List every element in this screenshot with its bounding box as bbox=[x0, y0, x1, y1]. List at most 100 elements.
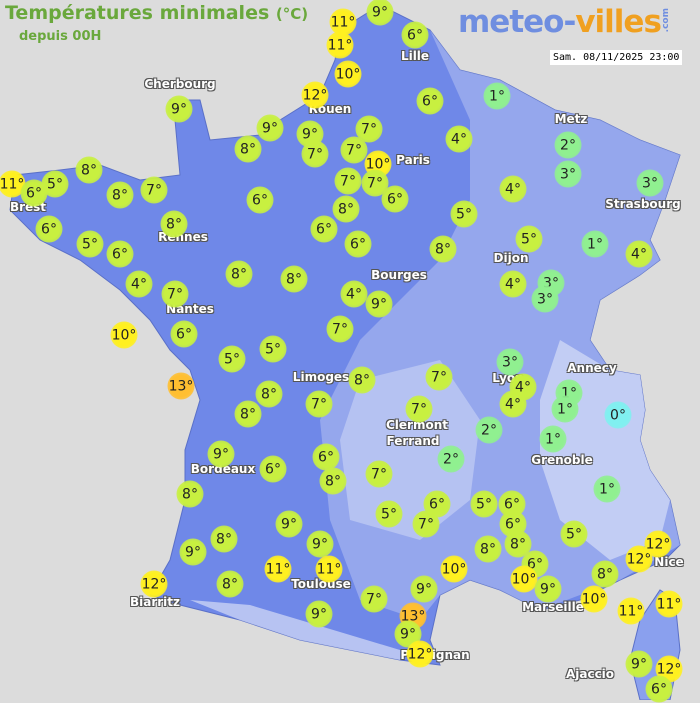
temperature-marker[interactable]: 5° bbox=[515, 225, 543, 253]
temperature-marker[interactable]: 9° bbox=[534, 575, 562, 603]
temperature-marker[interactable]: 11° bbox=[329, 8, 357, 36]
temperature-marker[interactable]: 8° bbox=[75, 156, 103, 184]
temperature-marker[interactable]: 8° bbox=[280, 265, 308, 293]
temperature-marker[interactable]: 6° bbox=[170, 320, 198, 348]
temperature-marker[interactable]: 5° bbox=[259, 335, 287, 363]
temperature-marker[interactable]: 7° bbox=[301, 140, 329, 168]
temperature-marker[interactable]: 3° bbox=[636, 169, 664, 197]
temperature-marker[interactable]: 4° bbox=[445, 125, 473, 153]
temperature-marker[interactable]: 8° bbox=[216, 570, 244, 598]
temperature-marker[interactable]: 3° bbox=[496, 348, 524, 376]
temperature-marker[interactable]: 12° bbox=[140, 570, 168, 598]
temperature-marker[interactable]: 9° bbox=[207, 440, 235, 468]
temperature-marker[interactable]: 8° bbox=[210, 525, 238, 553]
temperature-marker[interactable]: 6° bbox=[344, 230, 372, 258]
temperature-marker[interactable]: 8° bbox=[234, 400, 262, 428]
temperature-marker[interactable]: 8° bbox=[319, 467, 347, 495]
temperature-marker[interactable]: 0° bbox=[604, 401, 632, 429]
temperature-marker[interactable]: 8° bbox=[255, 380, 283, 408]
temperature-marker[interactable]: 9° bbox=[365, 290, 393, 318]
temperature-marker[interactable]: 6° bbox=[106, 240, 134, 268]
temperature-marker[interactable]: 12° bbox=[644, 530, 672, 558]
temperature-marker[interactable]: 10° bbox=[110, 321, 138, 349]
temperature-marker[interactable]: 5° bbox=[375, 500, 403, 528]
temperature-marker[interactable]: 9° bbox=[275, 510, 303, 538]
temperature-marker[interactable]: 8° bbox=[429, 235, 457, 263]
temperature-marker[interactable]: 7° bbox=[305, 390, 333, 418]
temperature-marker[interactable]: 6° bbox=[312, 443, 340, 471]
temperature-marker[interactable]: 7° bbox=[334, 167, 362, 195]
temperature-marker[interactable]: 9° bbox=[165, 95, 193, 123]
temperature-marker[interactable]: 12° bbox=[625, 545, 653, 573]
temperature-marker[interactable]: 6° bbox=[645, 675, 673, 703]
temperature-marker[interactable]: 9° bbox=[179, 538, 207, 566]
temperature-marker[interactable]: 10° bbox=[510, 565, 538, 593]
temperature-marker[interactable]: 9° bbox=[256, 114, 284, 142]
temperature-marker[interactable]: 8° bbox=[591, 560, 619, 588]
temperature-marker[interactable]: 7° bbox=[360, 585, 388, 613]
temperature-marker[interactable]: 5° bbox=[218, 345, 246, 373]
temperature-marker[interactable]: 12° bbox=[406, 640, 434, 668]
temperature-marker[interactable]: 9° bbox=[410, 575, 438, 603]
temperature-marker[interactable]: 1° bbox=[483, 82, 511, 110]
temperature-marker[interactable]: 10° bbox=[440, 555, 468, 583]
temperature-marker[interactable]: 4° bbox=[625, 240, 653, 268]
temperature-marker[interactable]: 10° bbox=[334, 60, 362, 88]
temperature-marker[interactable]: 6° bbox=[416, 87, 444, 115]
temperature-marker[interactable]: 4° bbox=[340, 280, 368, 308]
temperature-marker[interactable]: 2° bbox=[475, 416, 503, 444]
temperature-marker[interactable]: 7° bbox=[140, 176, 168, 204]
temperature-marker[interactable]: 3° bbox=[554, 160, 582, 188]
temperature-marker[interactable]: 6° bbox=[246, 186, 274, 214]
temperature-marker[interactable]: 8° bbox=[348, 366, 376, 394]
temperature-marker[interactable]: 6° bbox=[423, 490, 451, 518]
meteo-villes-logo[interactable]: meteo-villes.com bbox=[458, 4, 671, 40]
temperature-marker[interactable]: 8° bbox=[332, 195, 360, 223]
temperature-marker[interactable]: 8° bbox=[474, 535, 502, 563]
temperature-marker[interactable]: 1° bbox=[593, 475, 621, 503]
temperature-marker[interactable]: 7° bbox=[365, 460, 393, 488]
temperature-marker[interactable]: 9° bbox=[625, 650, 653, 678]
temperature-marker[interactable]: 11° bbox=[264, 555, 292, 583]
temperature-marker[interactable]: 6° bbox=[381, 185, 409, 213]
temperature-marker[interactable]: 4° bbox=[499, 390, 527, 418]
temperature-marker[interactable]: 5° bbox=[41, 170, 69, 198]
temperature-marker[interactable]: 11° bbox=[0, 170, 26, 198]
temperature-marker[interactable]: 6° bbox=[259, 455, 287, 483]
temperature-marker[interactable]: 9° bbox=[305, 600, 333, 628]
temperature-marker[interactable]: 1° bbox=[539, 425, 567, 453]
temperature-marker[interactable]: 2° bbox=[437, 445, 465, 473]
temperature-marker[interactable]: 1° bbox=[551, 395, 579, 423]
temperature-marker[interactable]: 8° bbox=[234, 135, 262, 163]
temperature-marker[interactable]: 8° bbox=[225, 260, 253, 288]
temperature-marker[interactable]: 3° bbox=[531, 285, 559, 313]
temperature-marker[interactable]: 7° bbox=[425, 363, 453, 391]
temperature-marker[interactable]: 8° bbox=[160, 210, 188, 238]
temperature-marker[interactable]: 9° bbox=[306, 530, 334, 558]
temperature-marker[interactable]: 10° bbox=[580, 585, 608, 613]
temperature-marker[interactable]: 6° bbox=[35, 215, 63, 243]
temperature-marker[interactable]: 8° bbox=[106, 181, 134, 209]
temperature-marker[interactable]: 8° bbox=[176, 480, 204, 508]
temperature-marker[interactable]: 11° bbox=[655, 590, 683, 618]
temperature-marker[interactable]: 5° bbox=[560, 520, 588, 548]
temperature-marker[interactable]: 6° bbox=[401, 21, 429, 49]
temperature-marker[interactable]: 7° bbox=[161, 280, 189, 308]
temperature-marker[interactable]: 5° bbox=[450, 200, 478, 228]
temperature-marker[interactable]: 7° bbox=[326, 315, 354, 343]
temperature-marker[interactable]: 4° bbox=[499, 175, 527, 203]
temperature-marker[interactable]: 4° bbox=[499, 270, 527, 298]
temperature-marker[interactable]: 2° bbox=[554, 131, 582, 159]
temperature-marker[interactable]: 7° bbox=[340, 136, 368, 164]
temperature-marker[interactable]: 13° bbox=[167, 372, 195, 400]
temperature-marker[interactable]: 6° bbox=[310, 215, 338, 243]
temperature-marker[interactable]: 1° bbox=[581, 230, 609, 258]
temperature-marker[interactable]: 11° bbox=[617, 597, 645, 625]
temperature-marker[interactable]: 11° bbox=[315, 555, 343, 583]
temperature-marker[interactable]: 7° bbox=[412, 510, 440, 538]
temperature-marker[interactable]: 11° bbox=[326, 31, 354, 59]
temperature-marker[interactable]: 9° bbox=[366, 0, 394, 26]
temperature-marker[interactable]: 7° bbox=[405, 395, 433, 423]
temperature-marker[interactable]: 12° bbox=[301, 81, 329, 109]
temperature-marker[interactable]: 5° bbox=[470, 490, 498, 518]
